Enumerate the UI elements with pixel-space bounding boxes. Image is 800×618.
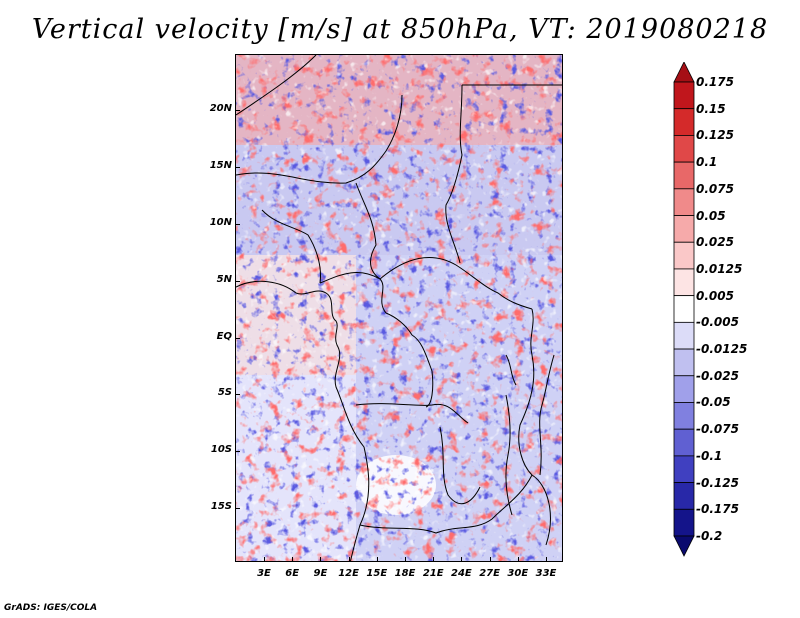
vertical-velocity-map <box>236 55 562 561</box>
niger-chad-border <box>236 94 403 184</box>
colorbar-swatch <box>673 108 695 136</box>
lon-tick-label: 9E <box>313 568 328 579</box>
indian-ocean-coast <box>539 354 555 476</box>
colorbar-swatch <box>673 348 695 377</box>
colorbar-swatch <box>673 241 695 270</box>
lon-tick-label: 12E <box>338 568 359 579</box>
lat-tick-label: 10S <box>210 444 232 455</box>
lat-tick-mark <box>235 167 240 168</box>
colorbar-swatch <box>673 81 695 110</box>
lat-tick-mark <box>235 110 240 111</box>
grads-credit: GrADS: IGES/COLA <box>4 603 98 613</box>
lon-tick-mark <box>461 557 463 562</box>
lat-tick-label: 10N <box>209 217 232 228</box>
lon-tick-mark <box>489 557 491 562</box>
west-coastline <box>236 280 370 561</box>
nigeria-border <box>261 209 321 284</box>
lon-tick-label: 27E <box>479 568 500 579</box>
car-drc-border <box>319 257 533 310</box>
lat-tick-label: EQ <box>216 331 232 342</box>
colorbar-tick-label: -0.175 <box>696 502 739 517</box>
colorbar-tick-label: -0.125 <box>696 475 739 490</box>
country-borders <box>236 55 562 561</box>
colorbar-swatch <box>673 295 695 323</box>
lon-tick-mark <box>517 557 519 562</box>
lon-tick-label: 24E <box>451 568 472 579</box>
colorbar-swatch <box>673 428 695 457</box>
colorbar-tick-label: -0.1 <box>696 448 723 463</box>
lake-victoria-shore <box>505 354 517 386</box>
colorbar-tick-label: -0.2 <box>696 529 723 543</box>
colorbar <box>673 62 695 557</box>
colorbar-swatch <box>673 321 695 350</box>
mali-niger-border <box>236 55 317 116</box>
colorbar-tick-label: 0.1 <box>696 155 718 170</box>
lon-tick-mark <box>405 557 406 562</box>
contour-texture <box>236 55 562 561</box>
colorbar-swatch <box>673 268 695 297</box>
lat-tick-label: 15S <box>210 501 232 512</box>
lat-tick-label: 5N <box>216 274 232 285</box>
colorbar-swatch <box>673 161 695 190</box>
congo-drc-border <box>385 312 434 408</box>
drc-angola-border <box>355 403 469 424</box>
chad-car-border <box>355 182 387 314</box>
colorbar-tick-label: -0.075 <box>696 422 739 437</box>
lon-tick-label: 6E <box>285 568 300 579</box>
lon-tick-label: 21E <box>422 568 444 579</box>
lat-tick-mark <box>235 338 240 339</box>
colorbar-tick-label: 0.0125 <box>696 261 743 276</box>
map-panel <box>235 54 563 562</box>
lon-tick-mark <box>376 557 378 562</box>
lat-tick-mark <box>235 281 240 282</box>
lon-tick-label: 30E <box>507 568 529 579</box>
colorbar-swatch <box>673 375 695 403</box>
lat-tick-mark <box>235 451 240 452</box>
colorbar-tick-label: 0.125 <box>696 128 734 143</box>
lat-tick-label: 15N <box>209 160 232 171</box>
colorbar-bottom-cap <box>673 535 695 557</box>
lon-tick-mark <box>292 557 294 562</box>
colorbar-top-cap <box>673 62 695 83</box>
colorbar-tick-label: 0.175 <box>696 75 734 89</box>
lon-tick-mark <box>546 557 547 562</box>
zambia-border <box>439 426 481 505</box>
colorbar-tick-label: 0.005 <box>696 288 734 303</box>
chart-title: Vertical velocity [m/s] at 850hPa, VT: 2… <box>31 14 769 45</box>
lon-tick-label: 33E <box>535 568 557 579</box>
sudan-border <box>445 84 463 264</box>
lon-tick-mark <box>348 557 350 562</box>
lat-tick-label: 5S <box>217 387 232 398</box>
angola-zambia-border <box>359 474 533 534</box>
lon-tick-label: 15E <box>366 568 388 579</box>
colorbar-tick-label: -0.005 <box>696 315 739 330</box>
colorbar-tick-label: -0.025 <box>696 368 739 383</box>
lon-tick-mark <box>264 557 265 562</box>
colorbar-swatch <box>673 482 695 510</box>
lon-tick-label: 18E <box>394 568 416 579</box>
colorbar-swatch <box>673 402 695 430</box>
colorbar-tick-label: -0.05 <box>696 395 731 410</box>
colorbar-tick-label: -0.0125 <box>696 342 748 357</box>
colorbar-tick-label: 0.025 <box>696 235 734 250</box>
lake-tanganyika-shore <box>505 394 513 516</box>
colorbar-swatch <box>673 215 695 243</box>
colorbar-swatch <box>673 508 695 537</box>
colorbar-tick-label: 0.075 <box>696 181 734 196</box>
colorbar-swatch <box>673 135 695 163</box>
lat-tick-mark <box>235 508 240 509</box>
lon-tick-mark <box>320 557 322 562</box>
east-africa-border <box>518 308 551 546</box>
colorbar-tick-label: 0.05 <box>696 208 726 223</box>
lat-tick-mark <box>235 224 240 225</box>
lat-tick-label: 20N <box>209 103 232 114</box>
lon-tick-label: 3E <box>257 568 271 579</box>
lon-tick-mark <box>433 557 435 562</box>
colorbar-tick-label: 0.15 <box>696 101 726 116</box>
colorbar-swatch <box>673 188 695 216</box>
lat-tick-mark <box>235 394 240 395</box>
colorbar-swatch <box>673 455 695 483</box>
